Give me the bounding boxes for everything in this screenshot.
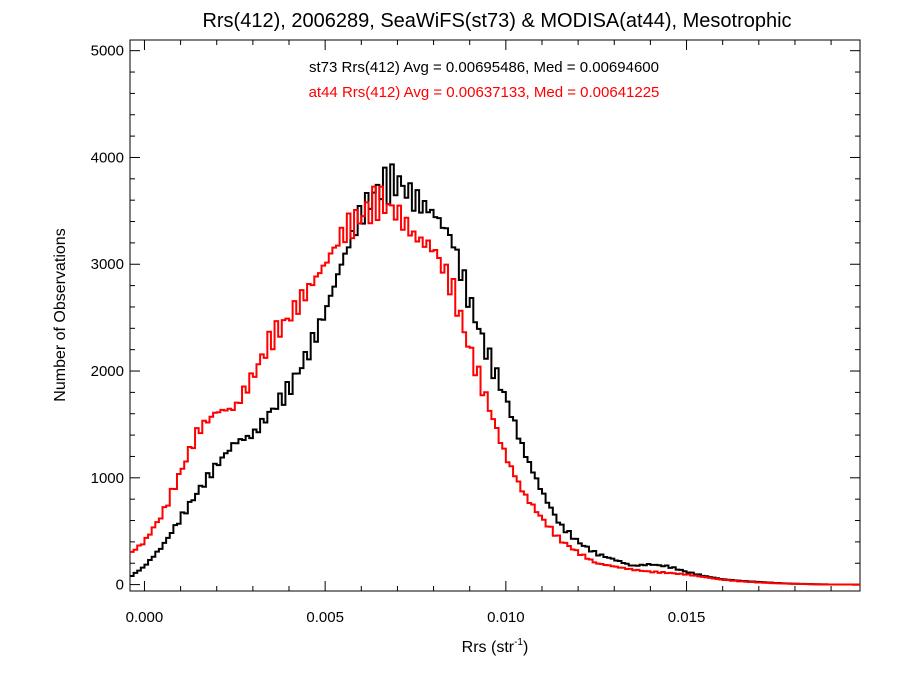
y-tick-label: 5000 <box>91 43 124 60</box>
y-tick-label: 3000 <box>91 256 124 273</box>
x-axis-label-base: Rrs (str <box>462 639 515 656</box>
y-axis-ticks: 0 1000 2000 3000 4000 5000 <box>91 43 860 594</box>
x-tick-label: 0.000 <box>126 609 164 626</box>
chart-title: Rrs(412), 2006289, SeaWiFS(st73) & MODIS… <box>202 10 791 32</box>
y-tick-label: 1000 <box>91 470 124 487</box>
y-tick-label: 0 <box>116 577 124 594</box>
annotation-st73: st73 Rrs(412) Avg = 0.00695486, Med = 0.… <box>309 59 659 76</box>
x-tick-label: 0.015 <box>668 609 706 626</box>
plot-frame <box>129 39 861 592</box>
x-axis-label: Rrs (str-1) <box>462 637 529 656</box>
series-at44-histogram <box>130 185 860 586</box>
x-axis-ticks: 0.000 0.005 0.010 0.015 <box>126 40 832 626</box>
x-axis-label-sup: -1 <box>514 637 523 648</box>
x-tick-label: 0.010 <box>487 609 525 626</box>
series-layer <box>130 163 860 586</box>
y-axis-label: Number of Observations <box>52 228 69 401</box>
y-tick-label: 4000 <box>91 149 124 166</box>
x-tick-label: 0.005 <box>306 609 344 626</box>
x-axis-label-close: ) <box>523 639 528 656</box>
annotation-at44: at44 Rrs(412) Avg = 0.00637133, Med = 0.… <box>309 84 660 101</box>
series-st73-histogram <box>130 163 860 586</box>
y-tick-label: 2000 <box>91 363 124 380</box>
